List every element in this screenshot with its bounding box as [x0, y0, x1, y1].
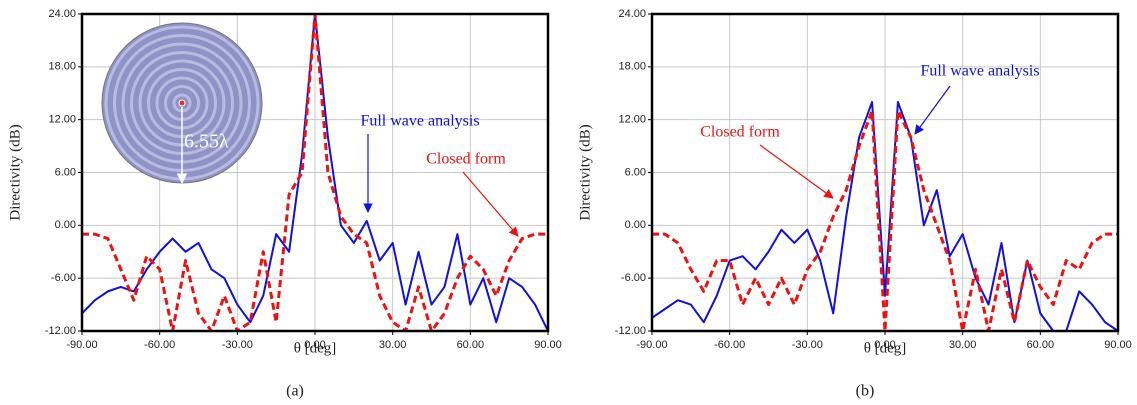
series-label: Full wave analysis — [360, 113, 479, 130]
inset-center — [178, 99, 186, 107]
x-tick-label: 60.00 — [457, 339, 485, 351]
x-axis-label: θ [deg] — [294, 340, 337, 356]
series-label: Full wave analysis — [920, 63, 1039, 80]
series-line — [82, 14, 548, 331]
x-tick-label: -60.00 — [714, 339, 745, 351]
x-tick-label: 30.00 — [379, 339, 407, 351]
x-tick-label: -90.00 — [636, 339, 667, 351]
x-tick-label: 30.00 — [949, 339, 977, 351]
y-axis-label: Directivity (dB) — [7, 124, 23, 220]
y-tick-label: 6.00 — [55, 166, 76, 178]
x-axis-label: θ [deg] — [864, 340, 907, 356]
series-label: Closed form — [700, 124, 780, 141]
caption: (b) — [856, 383, 875, 400]
series-line — [652, 109, 1118, 331]
x-tick-label: -30.00 — [222, 339, 253, 351]
plot-frame — [80, 12, 550, 333]
x-tick-label: -60.00 — [144, 339, 175, 351]
y-tick-label: 6.00 — [625, 166, 646, 178]
y-tick-label: 12.00 — [618, 114, 646, 126]
inset: 6.55λ — [101, 22, 263, 185]
y-tick-label: -6.00 — [51, 272, 76, 284]
x-tick-label: -90.00 — [66, 339, 97, 351]
x-tick-label: 90.00 — [534, 339, 562, 351]
annotation-arrow — [759, 144, 834, 199]
y-axis-label: Directivity (dB) — [577, 124, 593, 220]
series-line — [652, 101, 1118, 331]
x-tick-label: 0.00 — [304, 339, 325, 351]
plot-frame — [650, 12, 1120, 333]
y-tick-label: 24.00 — [48, 8, 76, 20]
y-tick-label: -12.00 — [615, 325, 646, 337]
series-label: Closed form — [426, 151, 506, 168]
y-tick-label: 18.00 — [48, 61, 76, 73]
annotation-arrow — [462, 171, 519, 237]
y-tick-label: -12.00 — [45, 325, 76, 337]
x-tick-label: 60.00 — [1027, 339, 1055, 351]
y-tick-label: 12.00 — [48, 114, 76, 126]
x-tick-label: 90.00 — [1104, 339, 1132, 351]
x-tick-label: 0.00 — [874, 339, 895, 351]
y-tick-label: 0.00 — [55, 219, 76, 231]
caption: (a) — [286, 383, 304, 400]
y-tick-label: -6.00 — [621, 272, 646, 284]
y-tick-label: 0.00 — [625, 219, 646, 231]
inset-label: 6.55λ — [184, 131, 229, 153]
annotation-arrow — [914, 85, 951, 135]
y-tick-label: 18.00 — [618, 61, 646, 73]
series-line — [82, 14, 548, 331]
y-tick-label: 24.00 — [618, 8, 646, 20]
x-tick-label: -30.00 — [792, 339, 823, 351]
